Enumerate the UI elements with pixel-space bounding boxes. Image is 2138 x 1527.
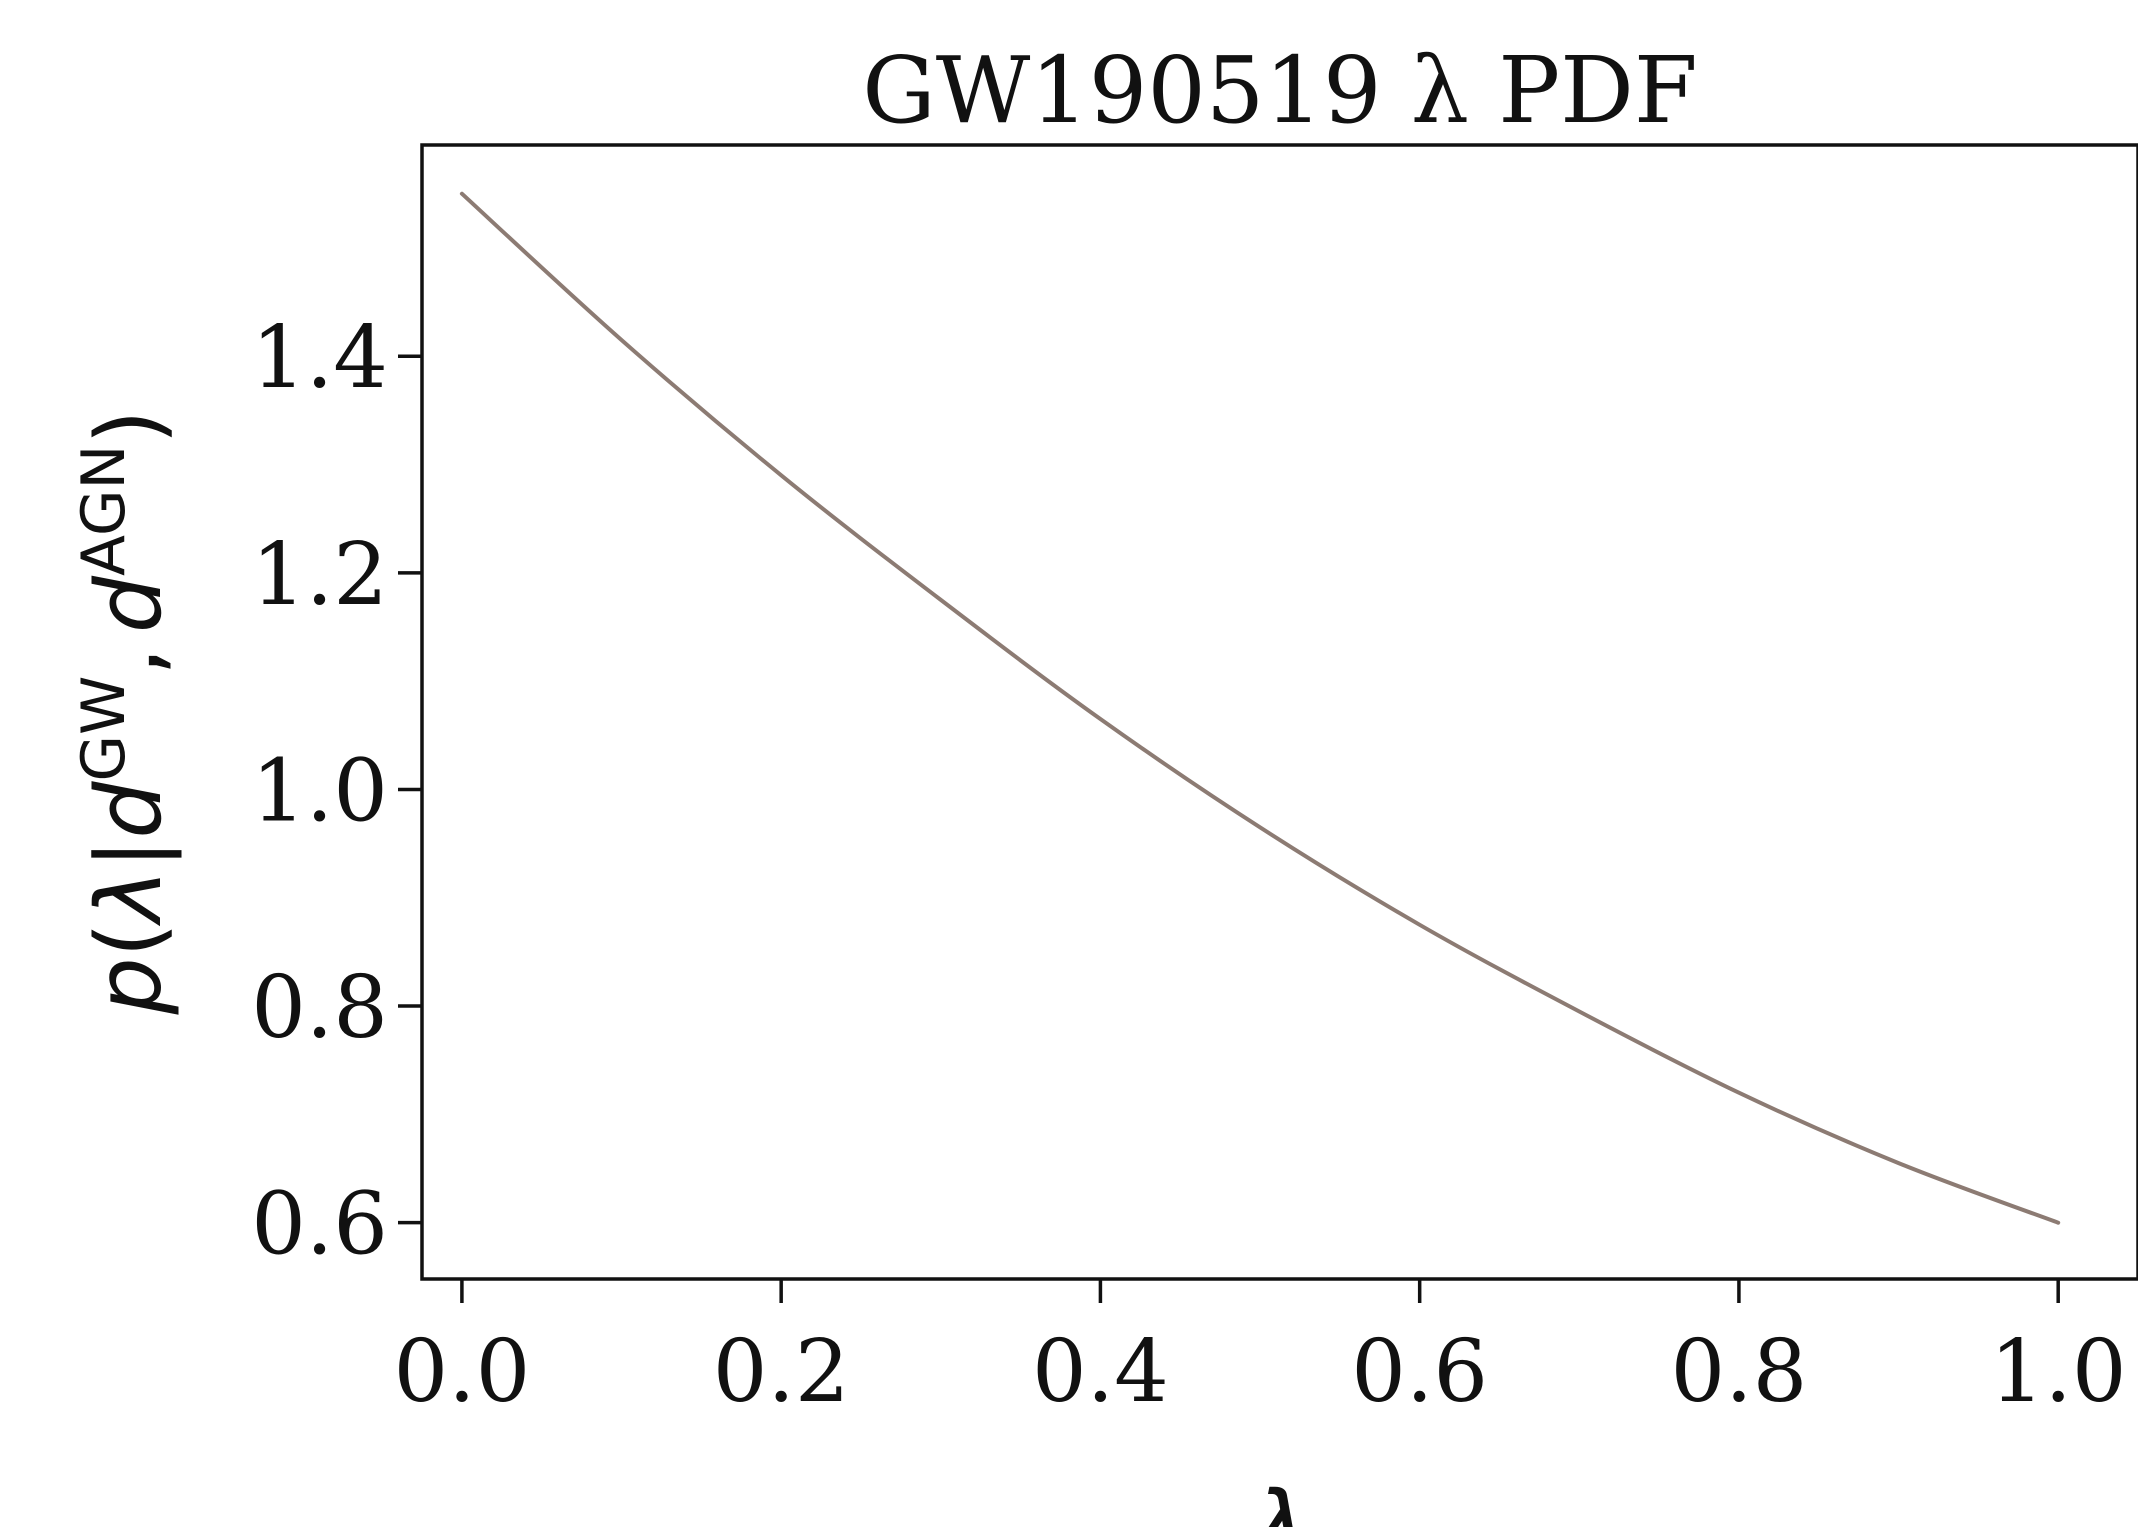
y-label-close-paren: ) <box>77 409 182 444</box>
y-label-open-paren: ( <box>77 922 182 957</box>
y-label-comma: , <box>77 647 182 676</box>
x-tick-label: 1.0 <box>1990 1322 2127 1422</box>
y-tick-label: 1.0 <box>251 741 388 841</box>
y-label-p: p <box>77 957 182 1015</box>
x-tick-label: 0.8 <box>1671 1322 1808 1422</box>
y-tick-label: 1.4 <box>251 308 388 408</box>
y-label-sup-gw: GW <box>69 676 139 782</box>
series-line <box>459 191 2061 1225</box>
x-axis-label: λ <box>1247 1471 1309 1527</box>
y-label-bar: | <box>77 839 182 869</box>
y-label-sup-agn: AGN <box>69 445 139 576</box>
x-axis-ticks: 0.0 0.2 0.4 0.6 0.8 1.0 <box>394 1279 2127 1422</box>
x-tick-label: 0.6 <box>1351 1322 1488 1422</box>
plot-frame <box>420 143 2138 1281</box>
y-label-d-agn: d <box>77 575 182 633</box>
y-label-lambda: λ <box>77 869 182 926</box>
x-tick-label: 0.0 <box>394 1322 531 1422</box>
x-tick-label: 0.2 <box>713 1322 850 1422</box>
chart-title: GW190519 λ PDF <box>862 37 1698 144</box>
y-tick-label: 1.2 <box>251 525 388 625</box>
y-axis-label: p(λ|dGW,dAGN) <box>69 409 182 1015</box>
x-tick-label: 0.4 <box>1032 1322 1169 1422</box>
y-axis-ticks: 0.6 0.8 1.0 1.2 1.4 <box>251 308 422 1275</box>
y-tick-label: 0.8 <box>251 958 388 1058</box>
y-label-d-gw: d <box>77 781 182 839</box>
y-tick-label: 0.6 <box>251 1175 388 1275</box>
